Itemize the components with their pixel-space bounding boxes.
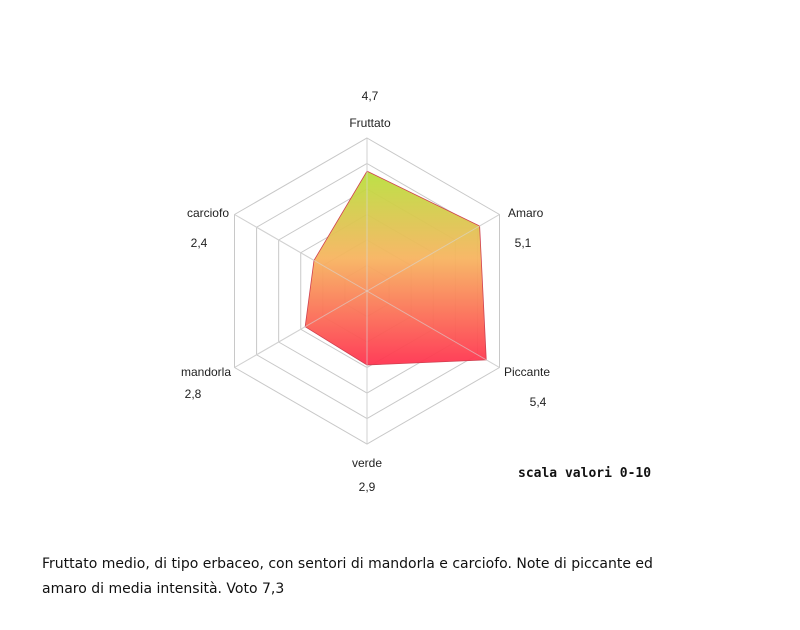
grid-spoke — [234, 214, 368, 292]
value-label: 5,4 — [530, 395, 547, 409]
value-label: 2,4 — [191, 236, 208, 250]
scale-note: scala valori 0-10 — [518, 466, 652, 481]
caption: Fruttato medio, di tipo erbaceo, con sen… — [42, 556, 653, 597]
axis-labels: Fruttato 4,7 Amaro 5,1 Piccante 5,4 verde 2,9 ma… — [181, 89, 550, 494]
series-area — [304, 170, 487, 366]
axis-label: Piccante — [504, 365, 550, 379]
value-label: 4,7 — [362, 89, 379, 103]
value-label: 5,1 — [515, 236, 532, 250]
axis-label: mandorla — [181, 365, 231, 379]
grid-spoke — [366, 214, 500, 292]
axis-label: carciofo — [187, 206, 229, 220]
radar-series — [234, 138, 500, 444]
axis-label: verde — [352, 456, 382, 470]
grid-spoke — [366, 290, 500, 368]
value-label: 2,9 — [359, 480, 376, 494]
value-label: 2,8 — [185, 387, 202, 401]
axis-label: Fruttato — [349, 116, 391, 130]
grid-spoke — [234, 290, 368, 368]
axis-label: Amaro — [508, 206, 544, 220]
